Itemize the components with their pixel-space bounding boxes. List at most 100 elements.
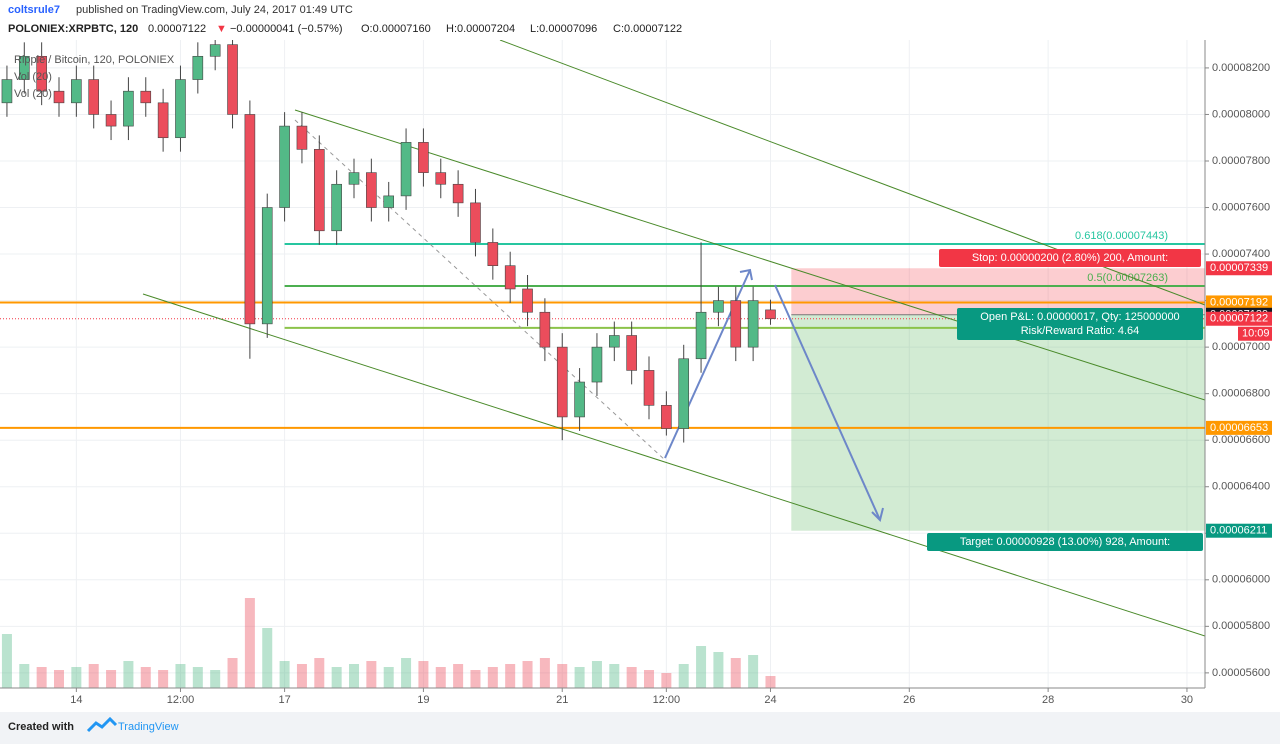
volume-bar bbox=[574, 667, 585, 688]
arrow bbox=[774, 284, 881, 521]
candle-body bbox=[678, 358, 690, 429]
volume-bar bbox=[383, 667, 394, 688]
candle-body bbox=[71, 79, 82, 104]
stop-label: Stop: 0.00000200 (2.80%) 200, Amount: bbox=[972, 252, 1168, 264]
candle-body bbox=[609, 335, 620, 348]
candles bbox=[1, 40, 776, 443]
volume-bar bbox=[591, 661, 602, 688]
candle-body bbox=[452, 183, 464, 204]
volume-bar bbox=[505, 664, 516, 688]
candle-body bbox=[574, 381, 585, 418]
volume-bar bbox=[626, 667, 637, 688]
volume-bar bbox=[748, 655, 759, 688]
candle-body bbox=[626, 335, 637, 371]
volume-bar bbox=[19, 664, 30, 688]
volume-bar bbox=[539, 658, 550, 688]
arrow-head bbox=[871, 507, 884, 522]
volume-bar bbox=[331, 667, 342, 688]
volume-bar bbox=[88, 664, 99, 688]
volume-bar bbox=[192, 667, 203, 688]
last: 0.00007122 bbox=[148, 23, 206, 35]
author[interactable]: coltsrule7 bbox=[8, 4, 60, 16]
countdown-bg bbox=[1238, 326, 1272, 341]
candle-body bbox=[661, 404, 672, 429]
y-tick-label: 0.00008000 bbox=[1212, 108, 1270, 120]
footer-brand[interactable]: TradingView bbox=[118, 721, 179, 733]
candle-body bbox=[18, 55, 30, 80]
price-label: 0.00006653 bbox=[1210, 422, 1268, 434]
candle-body bbox=[123, 90, 134, 127]
labels: 0.00008200 0.00008000 0.00007800 0.00007600… bbox=[70, 62, 1272, 706]
candle-body bbox=[157, 102, 169, 139]
volume-bar bbox=[279, 661, 290, 688]
ohlc-close: C:0.00007122 bbox=[613, 23, 682, 35]
candle-body bbox=[88, 79, 100, 115]
x-tick-label: 24 bbox=[764, 694, 776, 706]
ohlc-high: H:0.00007204 bbox=[446, 23, 515, 35]
candle-body bbox=[504, 265, 516, 290]
candle-body bbox=[192, 55, 204, 80]
price-label-bg bbox=[1206, 295, 1272, 310]
legend-vol: Vol (20) bbox=[14, 71, 52, 83]
candle-body bbox=[140, 90, 152, 104]
volume-bar bbox=[418, 661, 429, 688]
y-tick-label: 0.00007800 bbox=[1212, 155, 1270, 167]
level-label: 0.5(0.00007263) bbox=[1087, 272, 1168, 284]
pnl-label-bg bbox=[957, 308, 1203, 326]
target-zone bbox=[791, 314, 1205, 531]
trend-line bbox=[294, 109, 1205, 401]
volume-bar bbox=[210, 670, 221, 688]
candle-body bbox=[383, 195, 395, 208]
x-tick-label: 21 bbox=[556, 694, 568, 706]
rr-label: Risk/Reward Ratio: 4.64 bbox=[1021, 325, 1140, 337]
volume-bar bbox=[401, 658, 412, 688]
x-tick-label: 14 bbox=[70, 694, 82, 706]
candle-body bbox=[279, 125, 290, 208]
legend-series: Ripple / Bitcoin, 120, POLONIEX bbox=[14, 54, 175, 66]
volume-bar bbox=[730, 658, 741, 688]
volume-bar bbox=[158, 670, 169, 688]
price-label: 0.00007339 bbox=[1210, 262, 1268, 274]
candle-body bbox=[730, 300, 742, 348]
candle-body bbox=[175, 79, 186, 139]
volume-bar bbox=[1, 634, 12, 688]
volume-bar bbox=[36, 667, 47, 688]
volume-bar bbox=[366, 661, 377, 688]
volume-bar bbox=[140, 667, 151, 688]
volume-bar bbox=[123, 661, 134, 688]
change: −0.00000041 (−0.57%) bbox=[230, 23, 343, 35]
candle-body bbox=[747, 300, 759, 348]
candle-body bbox=[105, 114, 117, 127]
stop-zone bbox=[791, 268, 1205, 315]
target-label-bg bbox=[927, 533, 1203, 551]
zones bbox=[791, 268, 1205, 531]
candle-body bbox=[209, 44, 221, 57]
candle-body bbox=[539, 311, 551, 348]
arrow-head bbox=[739, 268, 753, 281]
volume-bar bbox=[609, 664, 620, 688]
y-tick-label: 0.00006800 bbox=[1212, 388, 1270, 400]
candle-body bbox=[487, 242, 499, 266]
volume-bar bbox=[453, 664, 464, 688]
footer-text: Created with bbox=[8, 721, 74, 733]
volume-bar bbox=[765, 676, 776, 688]
x-tick-label: 12:00 bbox=[167, 694, 195, 706]
countdown: 10:09 bbox=[1242, 328, 1270, 340]
volume-pane bbox=[1, 598, 776, 688]
candle-body bbox=[418, 142, 429, 173]
published: published on TradingView.com, July 24, 2… bbox=[76, 4, 353, 16]
x-tick-label: 26 bbox=[903, 694, 915, 706]
target-label: Target: 0.00000928 (13.00%) 928, Amount: bbox=[960, 536, 1170, 548]
y-tick-label: 0.00005600 bbox=[1212, 667, 1270, 679]
footer bbox=[0, 712, 1280, 744]
y-tick-label: 0.00007600 bbox=[1212, 201, 1270, 213]
candle-body bbox=[591, 346, 603, 383]
price-label-bg bbox=[1206, 420, 1272, 435]
candle-body bbox=[400, 142, 412, 197]
candle-body bbox=[348, 172, 360, 185]
volume-bar bbox=[661, 673, 672, 688]
ohlc-low: L:0.00007096 bbox=[530, 23, 597, 35]
logo bbox=[86, 716, 118, 733]
